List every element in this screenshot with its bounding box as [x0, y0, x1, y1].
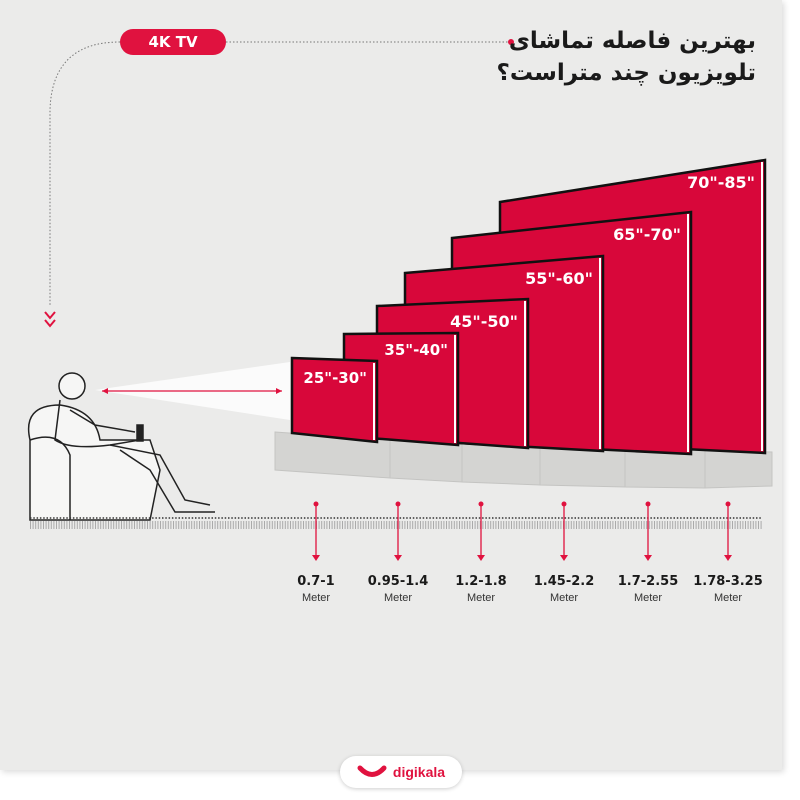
distance-label: 1.78-3.25 Meter [673, 574, 783, 604]
distance-label: 0.95-1.4 Meter [343, 574, 453, 604]
tv-size-label: 45"-50" [450, 312, 518, 331]
dotted-connector-curve [49, 41, 121, 305]
distance-unit: Meter [713, 592, 743, 604]
distance-unit: Meter [633, 592, 663, 604]
distance-value: 1.45-2.2 [533, 574, 595, 589]
distance-arrow-marker [312, 501, 320, 561]
smile-logo-icon [357, 765, 387, 777]
tv-size-label: 25"-30" [303, 369, 367, 387]
person-in-armchair [27, 372, 215, 521]
title-dot [508, 39, 514, 45]
digikala-logo: digikala [340, 756, 462, 788]
distance-label: 1.7-2.55 Meter [593, 574, 703, 604]
distance-label: 0.7-1 Meter [261, 574, 371, 604]
distance-arrow-marker [724, 501, 732, 561]
chevron-down-icon [44, 311, 56, 328]
distance-unit: Meter [466, 592, 496, 604]
tv-size-label: 55"-60" [525, 269, 593, 288]
distance-arrow-marker [477, 501, 485, 561]
page-title-line2: تلویزیون چند متراست؟ [496, 60, 756, 86]
page-title-line1: بهترین فاصله تماشای [508, 28, 756, 54]
tv-screen [290, 356, 379, 444]
tv-size-label: 65"-70" [613, 225, 681, 244]
distance-arrow-marker [644, 501, 652, 561]
distance-label: 1.2-1.8 Meter [426, 574, 536, 604]
stands [274, 431, 773, 489]
distance-unit: Meter [549, 592, 579, 604]
distance-unit: Meter [383, 592, 413, 604]
distance-value: 1.7-2.55 [617, 574, 679, 589]
distance-value: 0.95-1.4 [367, 574, 429, 589]
brand-name: digikala [392, 764, 446, 780]
distance-value: 1.2-1.8 [455, 574, 507, 589]
distance-label: 1.45-2.2 Meter [509, 574, 619, 604]
tv-size-label: 35"-40" [384, 341, 448, 359]
distance-arrow-marker [560, 501, 568, 561]
distance-value: 1.78-3.25 [693, 574, 763, 589]
distance-value: 0.7-1 [297, 574, 335, 589]
4k-tv-badge: 4K TV [120, 29, 226, 55]
distance-arrow-marker [394, 501, 402, 561]
distance-unit: Meter [301, 592, 331, 604]
tv-size-label: 70"-85" [687, 173, 755, 192]
